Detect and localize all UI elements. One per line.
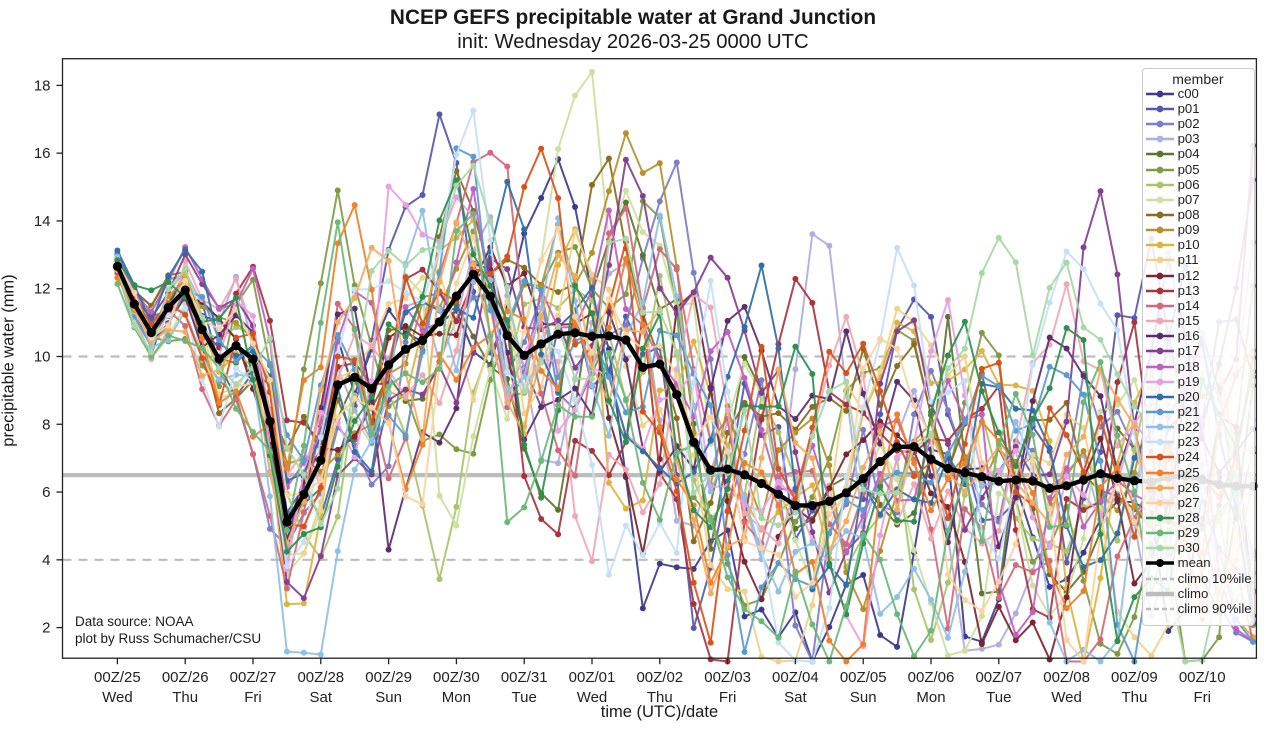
svg-text:00Z/25: 00Z/25: [94, 669, 141, 686]
svg-text:10: 10: [34, 349, 51, 366]
svg-text:Mon: Mon: [916, 689, 945, 706]
svg-text:Wed: Wed: [1051, 689, 1082, 706]
svg-text:00Z/01: 00Z/01: [569, 669, 616, 686]
svg-text:00Z/09: 00Z/09: [1111, 669, 1158, 686]
svg-text:Thu: Thu: [172, 689, 198, 706]
svg-text:Sun: Sun: [375, 689, 402, 706]
svg-text:00Z/27: 00Z/27: [230, 669, 277, 686]
svg-text:16: 16: [34, 145, 51, 162]
svg-text:Fri: Fri: [719, 689, 737, 706]
svg-text:00Z/30: 00Z/30: [433, 669, 480, 686]
svg-text:00Z/03: 00Z/03: [704, 669, 751, 686]
svg-text:00Z/05: 00Z/05: [840, 669, 887, 686]
svg-text:00Z/31: 00Z/31: [501, 669, 548, 686]
svg-text:00Z/07: 00Z/07: [975, 669, 1022, 686]
svg-text:Tue: Tue: [512, 689, 537, 706]
svg-text:Wed: Wed: [577, 689, 608, 706]
svg-text:4: 4: [42, 552, 50, 569]
svg-text:00Z/04: 00Z/04: [772, 669, 819, 686]
svg-text:Thu: Thu: [647, 689, 673, 706]
svg-text:Sat: Sat: [310, 689, 333, 706]
svg-text:Fri: Fri: [1193, 689, 1211, 706]
svg-text:Tue: Tue: [986, 689, 1011, 706]
svg-text:6: 6: [42, 484, 50, 501]
svg-text:00Z/28: 00Z/28: [297, 669, 344, 686]
svg-text:2: 2: [42, 620, 50, 637]
svg-text:Sat: Sat: [784, 689, 807, 706]
svg-text:Fri: Fri: [244, 689, 262, 706]
svg-text:Sun: Sun: [850, 689, 877, 706]
svg-text:00Z/02: 00Z/02: [636, 669, 683, 686]
svg-text:00Z/08: 00Z/08: [1043, 669, 1090, 686]
svg-text:Thu: Thu: [1121, 689, 1147, 706]
svg-text:12: 12: [34, 281, 51, 298]
svg-text:00Z/10: 00Z/10: [1179, 669, 1226, 686]
svg-text:14: 14: [34, 213, 51, 230]
svg-text:00Z/06: 00Z/06: [908, 669, 955, 686]
svg-text:18: 18: [34, 77, 51, 94]
svg-text:8: 8: [42, 416, 50, 433]
svg-text:00Z/26: 00Z/26: [162, 669, 209, 686]
svg-text:Mon: Mon: [442, 689, 471, 706]
svg-text:00Z/29: 00Z/29: [365, 669, 412, 686]
svg-text:Wed: Wed: [102, 689, 133, 706]
